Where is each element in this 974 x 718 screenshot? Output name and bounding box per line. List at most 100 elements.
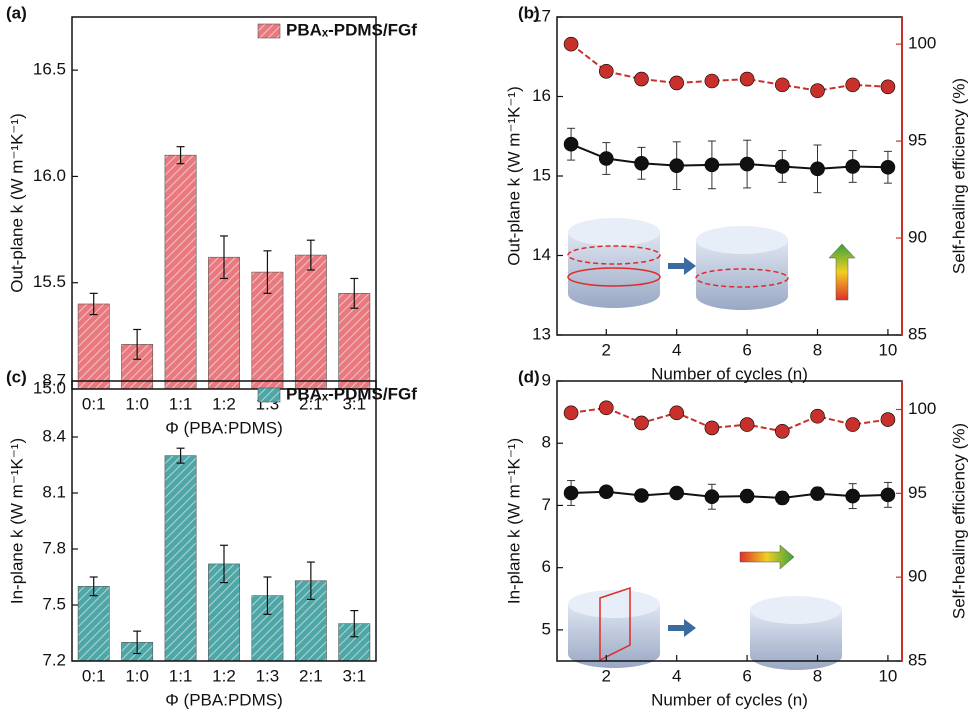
error-bar <box>89 292 98 316</box>
y2-tick-label: 85 <box>908 324 927 343</box>
data-point <box>634 415 649 431</box>
data-point <box>775 77 790 93</box>
error-bar <box>220 544 228 584</box>
data-point <box>880 487 896 503</box>
x-tick-label: 1:0 <box>125 666 149 685</box>
data-point <box>598 400 614 416</box>
data-point <box>845 159 861 174</box>
error-bar <box>176 447 185 464</box>
data-point <box>810 161 825 177</box>
x-tick-label: 4 <box>672 666 681 685</box>
data-point <box>598 151 614 166</box>
x-tick-label: 0:1 <box>82 666 106 685</box>
y-tick-label: 6 <box>542 557 551 576</box>
data-point <box>704 157 720 173</box>
data-point <box>634 71 649 87</box>
error-bar <box>263 250 272 294</box>
error-bar <box>350 609 359 638</box>
panel-label: (a) <box>6 3 27 22</box>
error-bar <box>350 277 359 309</box>
data-point <box>810 486 825 501</box>
y-tick-label: 8.7 <box>42 370 66 389</box>
y-tick-label: 15.5 <box>33 272 66 291</box>
data-point <box>669 485 684 501</box>
y2-tick-label: 85 <box>908 650 927 669</box>
data-point <box>563 136 579 152</box>
data-point <box>880 412 896 427</box>
series-line <box>571 490 888 499</box>
data-point <box>669 75 684 91</box>
data-point <box>669 405 684 421</box>
plot-frame <box>71 380 377 662</box>
x-tick-label: 1:0 <box>125 394 149 413</box>
bar <box>164 455 197 662</box>
y-tick-label: 7 <box>542 495 551 514</box>
x-tick-label: 6 <box>742 666 751 685</box>
y-tick-label: 15.0 <box>33 378 66 397</box>
series-line <box>570 43 888 92</box>
x-axis-label: Number of cycles (n) <box>651 364 808 383</box>
y-tick-label: 7.8 <box>42 538 66 557</box>
x-tick-label: 10 <box>878 340 897 359</box>
error-bar <box>176 146 185 165</box>
bar <box>77 586 110 662</box>
data-point <box>810 83 825 98</box>
data-point <box>739 71 755 87</box>
inset-d <box>568 544 842 670</box>
x-axis-label: Φ (PBA:PDMS) <box>165 418 282 437</box>
y-axis-label: In-plane k (W m⁻¹K⁻¹) <box>7 438 26 604</box>
data-point <box>739 417 755 432</box>
y2-tick-label: 95 <box>908 483 927 502</box>
bar <box>164 154 197 390</box>
data-point <box>598 63 614 79</box>
error-bar <box>220 235 228 280</box>
y2-axis-label: Self-healing efficiency (%) <box>949 78 968 274</box>
y-tick-label: 15 <box>532 165 551 184</box>
x-tick-label: 1:1 <box>169 666 193 685</box>
y-tick-label: 13 <box>532 324 551 343</box>
x-tick-label: 2 <box>602 666 611 685</box>
data-point <box>845 77 861 93</box>
x-axis-label: Number of cycles (n) <box>651 690 808 709</box>
panel-label: (c) <box>6 367 27 386</box>
y2-tick-label: 100 <box>908 34 936 53</box>
y-tick-label: 8 <box>542 433 551 452</box>
x-tick-label: 1:2 <box>212 394 236 413</box>
data-point <box>739 488 755 504</box>
data-point <box>704 420 720 436</box>
legend-label: PBAₓ-PDMS/FGf <box>286 384 417 403</box>
y2-axis-label: Self-healing efficiency (%) <box>949 423 968 619</box>
data-point <box>880 79 896 95</box>
series-line <box>570 143 888 170</box>
inset-b <box>567 218 856 310</box>
data-point <box>845 488 861 504</box>
y2-tick-label: 95 <box>908 131 927 150</box>
data-point <box>563 36 579 52</box>
y-tick-label: 7.2 <box>42 650 66 669</box>
panel-label: (d) <box>518 367 540 386</box>
error-bar <box>133 328 142 360</box>
error-bar <box>133 630 142 655</box>
y-tick-label: 8.4 <box>42 426 66 445</box>
data-point <box>563 485 579 501</box>
legend-swatch <box>257 387 281 403</box>
data-point <box>704 489 720 505</box>
error-bar <box>263 576 272 615</box>
x-tick-label: 10 <box>878 666 897 685</box>
series-line <box>570 406 889 433</box>
y-axis-label: Out-plane k (W m⁻¹K⁻¹) <box>504 86 523 265</box>
data-point <box>563 405 579 421</box>
x-tick-label: 8 <box>813 666 822 685</box>
x-tick-label: 3:1 <box>342 666 366 685</box>
y-tick-label: 17 <box>532 6 551 25</box>
data-point <box>775 423 790 439</box>
x-tick-label: 1:3 <box>256 666 280 685</box>
legend-label: PBAₓ-PDMS/FGf <box>286 20 417 39</box>
y2-tick-label: 100 <box>908 399 936 418</box>
bar <box>208 256 240 390</box>
error-bar <box>306 561 315 601</box>
x-tick-label: 3:1 <box>342 394 366 413</box>
y-tick-label: 9 <box>542 370 551 389</box>
y2-tick-label: 90 <box>908 228 927 247</box>
data-point <box>845 417 861 432</box>
